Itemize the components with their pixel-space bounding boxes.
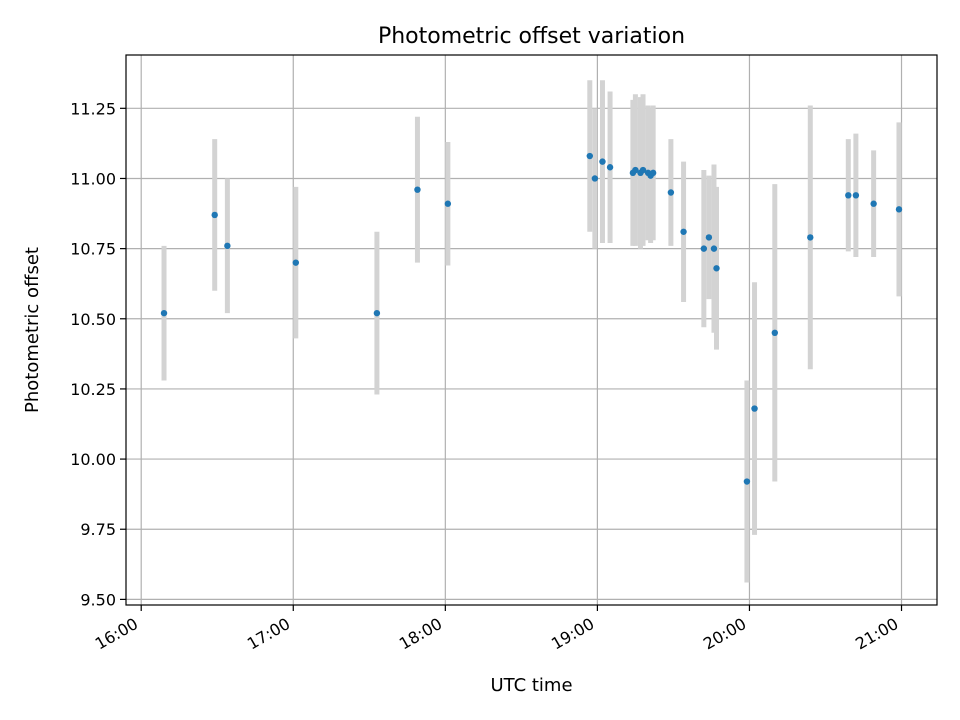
data-point [807, 234, 814, 241]
y-tick-label: 9.75 [80, 520, 116, 539]
y-axis-label: Photometric offset [22, 247, 43, 413]
data-point [632, 166, 639, 174]
plot-frame [125, 54, 938, 606]
data-point [852, 192, 860, 199]
data-point [895, 206, 903, 213]
data-point [586, 152, 593, 160]
data-point [705, 234, 713, 241]
data-point [292, 259, 300, 266]
data-point [639, 166, 647, 174]
data-point [667, 189, 675, 196]
data-point [700, 245, 708, 252]
y-tick-label: 10.50 [70, 310, 116, 329]
y-tick-label: 10.75 [70, 240, 116, 259]
data-point [743, 478, 751, 485]
data-point [599, 158, 606, 165]
x-axis-label: UTC time [490, 675, 572, 696]
y-tick-label: 11.25 [70, 99, 116, 118]
data-point [771, 329, 778, 337]
data-point [373, 309, 381, 317]
data-point [649, 169, 657, 177]
data-point [845, 192, 852, 199]
grid [126, 55, 937, 605]
data-point [751, 405, 758, 412]
data-point [160, 309, 168, 317]
data-point [713, 265, 720, 272]
data-point [224, 242, 231, 250]
data-point [680, 228, 687, 235]
data-point [710, 245, 718, 252]
y-tick-label: 10.00 [70, 450, 116, 469]
data-point [591, 175, 599, 182]
chart-title: Photometric offset variation [378, 24, 685, 49]
y-tick-label: 9.50 [80, 590, 116, 609]
data-point [211, 211, 218, 219]
data-point [606, 164, 614, 171]
y-tick-label: 11.00 [70, 169, 116, 188]
y-axis-ticks: 9.50 9.75 10.00 10.25 10.50 10.75 11.00 11.25 [70, 99, 126, 609]
data-point [870, 200, 877, 207]
data-points [160, 152, 903, 485]
data-point [444, 200, 452, 207]
y-tick-label: 10.25 [70, 380, 116, 399]
data-point [414, 186, 421, 193]
